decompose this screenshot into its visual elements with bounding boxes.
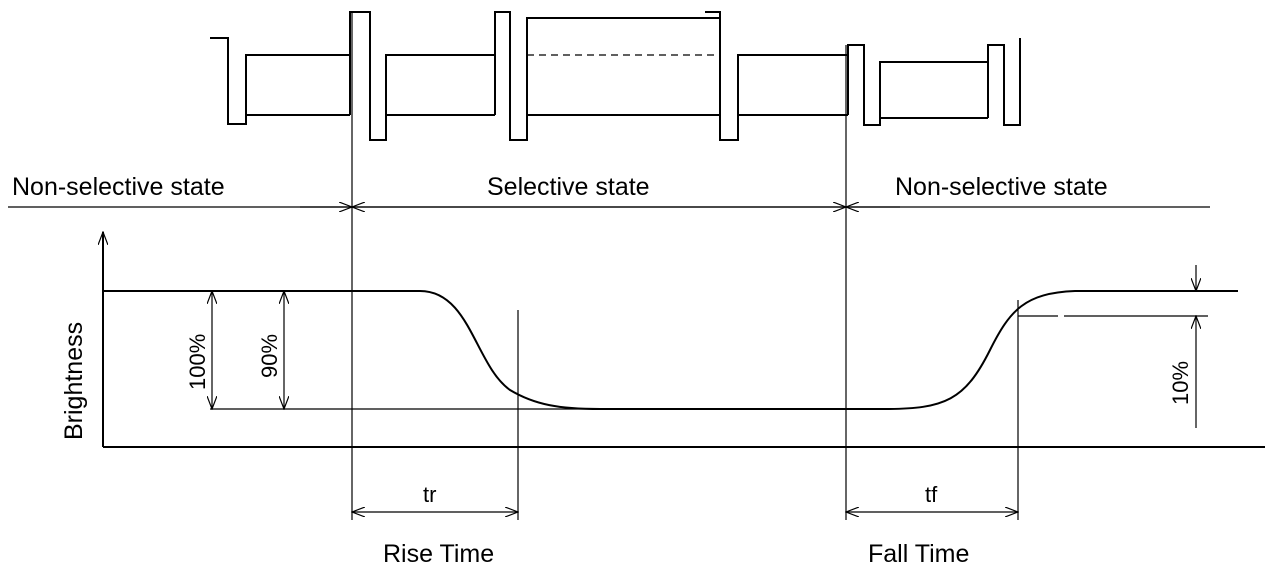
y-axis-label: Brightness [60,322,88,440]
brightness-curve [103,290,1238,410]
label-fall-time: Fall Time [868,540,969,568]
label-tf: tf [925,482,938,507]
drive-waveform [210,11,1021,141]
label-rise-time: Rise Time [383,540,494,568]
label-100-percent: 100% [185,334,210,390]
label-non-selective-right: Non-selective state [895,173,1108,201]
label-90-percent: 90% [257,334,282,378]
label-tr: tr [423,482,436,507]
label-non-selective-left: Non-selective state [12,173,225,201]
label-10-percent: 10% [1168,361,1193,405]
label-selective-state: Selective state [487,173,650,201]
